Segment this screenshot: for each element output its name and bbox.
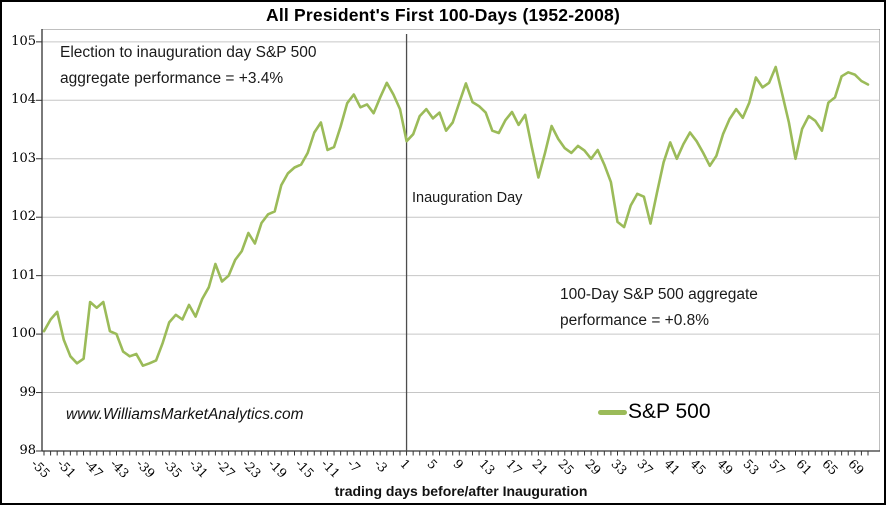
election-note-line2: aggregate performance = +3.4%	[60, 70, 284, 87]
x-axis-label: -27	[212, 456, 238, 481]
x-axis-label: -47	[81, 456, 106, 481]
y-axis-label: 103	[11, 150, 36, 166]
x-axis-label: -19	[265, 456, 291, 481]
election-note-line1: Election to inauguration day S&P 500	[60, 44, 317, 61]
hundred-day-note-line1: 100-Day S&P 500 aggregate	[560, 286, 758, 303]
x-axis-label: 41	[661, 456, 684, 478]
x-axis-label: -11	[318, 456, 344, 481]
inauguration-day-label: Inauguration Day	[412, 190, 523, 206]
y-axis-label: 101	[11, 267, 36, 283]
x-axis-label: -35	[160, 456, 186, 481]
x-axis-label: 53	[740, 456, 763, 478]
x-axis-label: 45	[687, 456, 710, 478]
sp500-line	[42, 65, 870, 368]
x-axis-label: 61	[793, 456, 815, 478]
y-axis-label: 105	[11, 33, 36, 49]
x-axis-label: -39	[133, 456, 159, 481]
plot-border	[41, 29, 880, 452]
x-axis-label: 69	[845, 456, 868, 478]
x-axis-title: trading days before/after Inauguration	[334, 483, 588, 499]
x-axis-label: 65	[819, 456, 842, 478]
x-axis-label: 21	[529, 456, 552, 478]
x-axis-label: -23	[239, 456, 265, 481]
x-axis-label: -15	[292, 456, 317, 481]
y-axis-label: 98	[19, 443, 36, 458]
chart-title: All President's First 100-Days (1952-200…	[266, 5, 620, 25]
y-axis-label: 100	[11, 326, 36, 342]
y-axis-label: 104	[11, 92, 36, 108]
x-axis-label: 17	[503, 456, 525, 478]
x-axis-label: 13	[476, 456, 499, 478]
x-axis-label: 49	[713, 456, 736, 478]
x-axis-label: -31	[186, 456, 212, 481]
plot-area	[36, 29, 880, 456]
x-axis-label: -43	[107, 456, 133, 481]
x-axis-label: 37	[634, 456, 657, 478]
y-axis-label: 102	[11, 209, 36, 225]
y-axis-label: 99	[19, 384, 36, 400]
x-axis-label: 25	[555, 456, 578, 478]
x-axis-label: -51	[54, 456, 80, 481]
x-axis-label: 33	[608, 456, 631, 478]
legend-series-label: S&P 500	[628, 400, 711, 423]
hundred-day-note: 100-Day S&P 500 aggregate performance = …	[560, 282, 758, 334]
election-note: Election to inauguration day S&P 500 agg…	[60, 40, 317, 92]
watermark-text: www.WilliamsMarketAnalytics.com	[66, 406, 304, 423]
hundred-day-note-line2: performance = +0.8%	[560, 312, 710, 329]
x-axis-label: 57	[766, 456, 789, 478]
legend: S&P 500	[598, 400, 711, 424]
x-axis-label: 29	[582, 456, 604, 478]
legend-line-swatch	[598, 409, 627, 415]
